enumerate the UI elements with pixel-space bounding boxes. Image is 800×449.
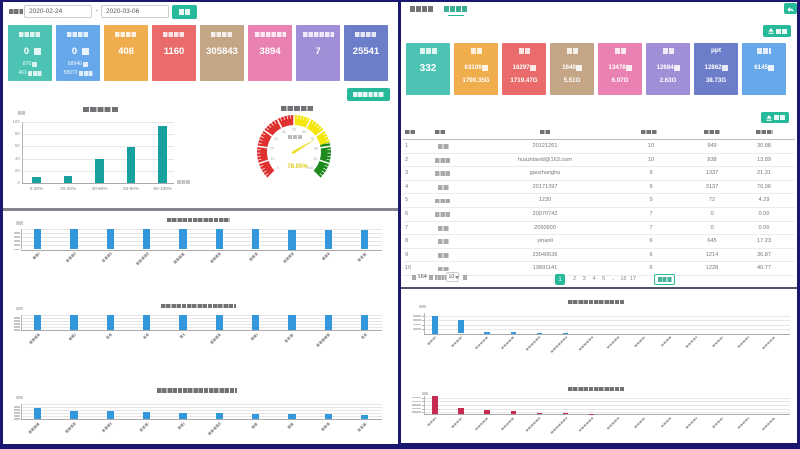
svg-text:100: 100 (306, 166, 312, 170)
svg-text:40: 40 (281, 130, 285, 134)
svg-text:50: 50 (292, 127, 296, 131)
svg-text:90: 90 (313, 157, 317, 161)
svg-text:70: 70 (310, 137, 314, 141)
svg-text:0: 0 (277, 166, 279, 170)
svg-text:30: 30 (273, 137, 277, 141)
svg-text:10: 10 (270, 157, 274, 161)
svg-text:20: 20 (269, 146, 273, 150)
svg-text:80: 80 (314, 146, 318, 150)
svg-text:60: 60 (302, 130, 306, 134)
